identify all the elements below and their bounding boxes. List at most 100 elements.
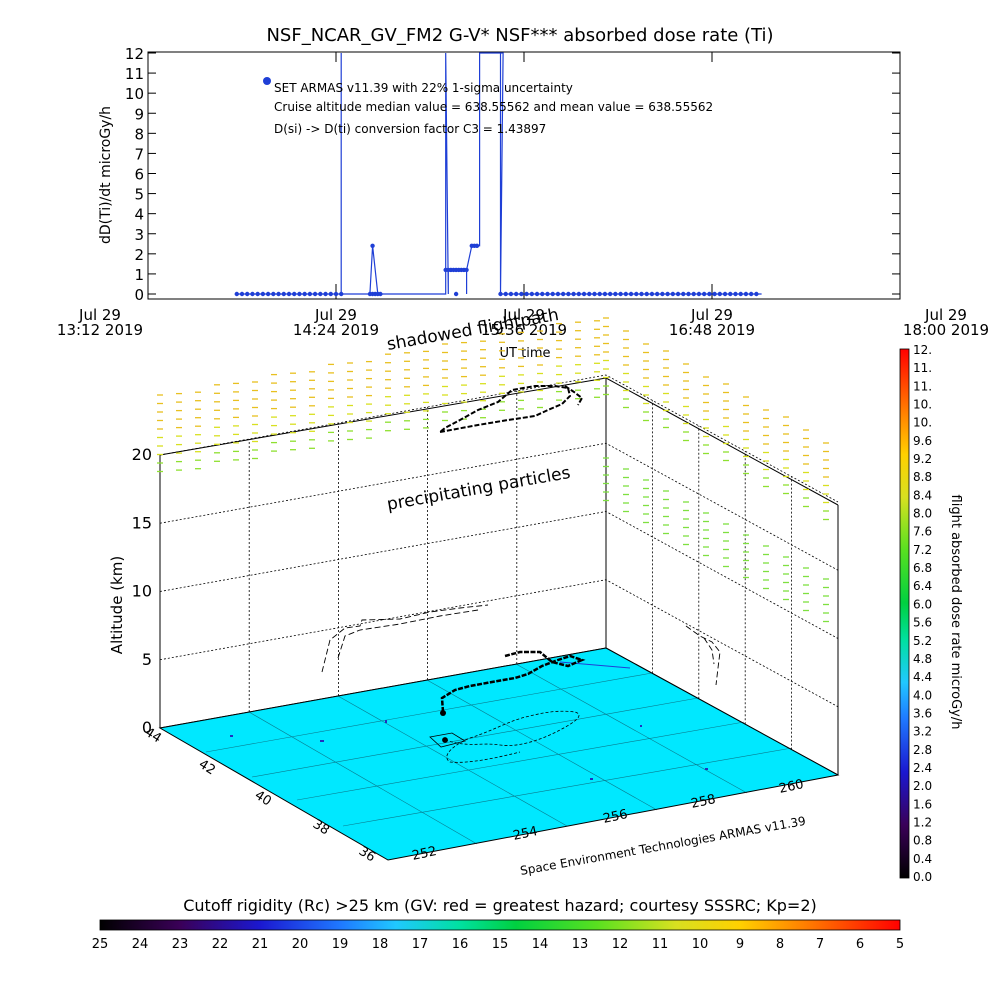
dose-rate-tick-label: 2.0 <box>913 779 932 793</box>
altitude-axis-label: Altitude (km) <box>108 556 126 654</box>
cutoff-rigidity-tick-label: 12 <box>612 937 629 952</box>
data-point <box>691 291 696 297</box>
cutoff-rigidity-tick-label: 11 <box>652 937 669 952</box>
longitude-ticks: 252 254 256 258 260 <box>411 777 805 864</box>
data-point <box>550 291 555 297</box>
y-tick-label: 3 <box>134 226 144 244</box>
data-point <box>665 291 670 297</box>
cutoff-rigidity-tick-label: 15 <box>492 937 509 952</box>
longitude-tick-label: 252 <box>411 844 438 864</box>
dose-rate-points <box>234 243 759 297</box>
cutoff-rigidity-tick-label: 13 <box>572 937 589 952</box>
latitude-ticks: 36 38 40 42 44 <box>142 725 378 865</box>
cutoff-rigidity-ticks: 25 24 23 22 21 20 19 18 17 16 15 14 13 12 11 10 9 8 7 6 5 <box>92 937 904 952</box>
cutoff-rigidity-tick-label: 18 <box>372 937 389 952</box>
dose-rate-tick-label: 7.6 <box>913 525 932 539</box>
x-tick-day: Jul 29 <box>78 306 121 324</box>
altitude-gridline <box>159 579 839 708</box>
data-point <box>660 291 665 297</box>
data-point <box>250 291 255 297</box>
data-point <box>498 291 503 297</box>
dose-rate-tick-label: 8.4 <box>913 488 932 502</box>
y-tick-label: 12 <box>125 45 144 63</box>
data-point <box>519 291 524 297</box>
dose-rate-tick-label: 5.2 <box>913 634 932 648</box>
cutoff-rigidity-tick-label: 17 <box>412 937 429 952</box>
data-point <box>607 291 613 297</box>
data-point <box>513 291 519 297</box>
data-point <box>464 267 469 273</box>
dose-rate-tick-label: 10. <box>913 398 932 412</box>
cutoff-rigidity-tick-label: 5 <box>896 937 904 952</box>
cutoff-rigidity-tick-label: 14 <box>532 937 549 952</box>
data-point <box>728 291 733 297</box>
y-tick-label: 0 <box>134 286 144 304</box>
altitude-gridline <box>159 374 839 503</box>
data-point <box>707 291 712 297</box>
wall-grid <box>159 374 839 750</box>
data-point <box>712 291 717 297</box>
x-tick-day: Jul 29 <box>924 306 967 324</box>
data-point <box>701 291 707 297</box>
dose-rate-colorbar-scale <box>899 348 910 879</box>
data-point <box>681 291 686 297</box>
data-point <box>239 291 245 297</box>
dose-rate-tick-label: 8.0 <box>913 507 932 521</box>
cutoff-rigidity-tick-label: 7 <box>816 937 824 952</box>
data-point <box>265 291 271 297</box>
dose-rate-tick-label: 6.0 <box>913 597 932 611</box>
data-point <box>597 291 602 297</box>
data-point <box>743 291 749 297</box>
data-point <box>754 291 759 297</box>
dose-rate-colorbar: 0.0 0.4 0.8 1.2 1.6 2.0 2.4 2.8 3.2 3.6 4.0 4.4 4.8 5… <box>899 343 963 884</box>
data-point <box>628 291 634 297</box>
data-point <box>587 291 592 297</box>
dose-rate-tick-label: 8.8 <box>913 470 932 484</box>
x-tick-time: 14:24 2019 <box>293 321 379 339</box>
data-point <box>508 291 514 297</box>
dose-rate-tick-label: 11. <box>913 379 932 393</box>
data-point <box>271 291 276 297</box>
data-point <box>733 291 738 297</box>
dose-rate-tick-label: 9.2 <box>913 452 932 466</box>
dose-rate-tick-label: 4.0 <box>913 688 932 702</box>
dose-rate-tick-label: 1.6 <box>913 797 932 811</box>
y-tick-label: 5 <box>134 186 144 204</box>
x-tick-day: Jul 29 <box>314 306 357 324</box>
x-tick-time: 18:00 2019 <box>903 321 989 339</box>
y-tick-label: 2 <box>134 246 144 264</box>
data-point <box>675 291 681 297</box>
data-point <box>581 291 587 297</box>
data-point <box>555 291 561 297</box>
data-point <box>696 291 702 297</box>
cutoff-rigidity-tick-label: 6 <box>856 937 864 952</box>
data-point <box>328 291 333 297</box>
data-point <box>748 291 754 297</box>
data-point <box>560 291 566 297</box>
data-point <box>639 291 644 297</box>
data-point <box>260 291 266 297</box>
data-point <box>686 291 691 297</box>
dose-rate-tick-label: 9.6 <box>913 434 932 448</box>
cutoff-rigidity-tick-label: 23 <box>172 937 189 952</box>
flight-track-3d <box>440 650 586 713</box>
cutoff-rigidity-colorbar: Cutoff rigidity (Rc) >25 km (GV: red = g… <box>92 896 904 952</box>
data-point <box>286 291 292 297</box>
longitude-tick-label: 254 <box>512 824 539 844</box>
ground-track-blue <box>559 661 631 669</box>
longitude-tick-label: 260 <box>778 777 805 797</box>
ground-map <box>158 647 840 861</box>
data-point <box>670 291 676 297</box>
cutoff-rigidity-label: Cutoff rigidity (Rc) >25 km (GV: red = g… <box>183 896 817 915</box>
data-point <box>276 291 281 297</box>
dose-rate-tick-label: 3.6 <box>913 706 932 720</box>
altitude-ticks: 0 5 10 15 20 <box>132 445 152 737</box>
data-point <box>623 291 629 297</box>
data-point <box>234 291 239 297</box>
latitude-tick-label: 38 <box>310 817 332 838</box>
ground-features <box>230 720 708 780</box>
y-tick-label: 11 <box>125 65 144 83</box>
